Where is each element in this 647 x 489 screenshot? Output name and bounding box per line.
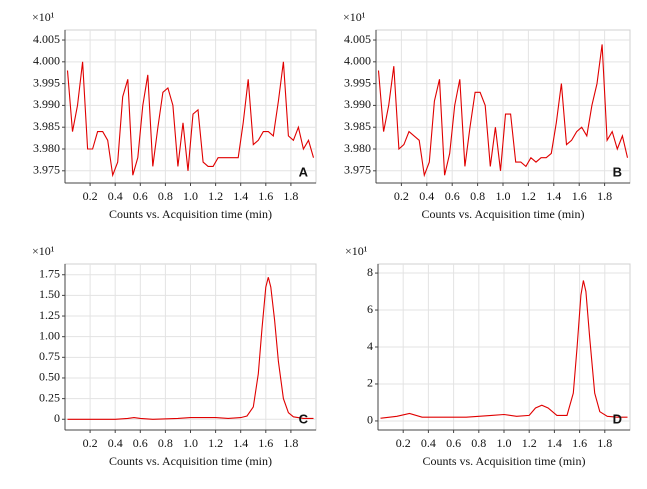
y-tick-label: 0.25 [39, 390, 60, 404]
x-tick-label: 1.8 [283, 189, 298, 203]
x-tick-label: 0.4 [419, 189, 434, 203]
data-line [380, 280, 628, 419]
x-tick-label: 0.2 [83, 436, 98, 450]
x-tick-label: 1.8 [597, 189, 612, 203]
data-line [66, 61, 315, 178]
x-tick-label: 1.2 [208, 189, 223, 203]
x-tick-label: 1.8 [597, 436, 612, 450]
y-tick-label: 4 [367, 339, 373, 353]
x-axis-label: Counts vs. Acquisition time (min) [422, 454, 585, 468]
x-tick-label: 0.2 [83, 189, 98, 203]
x-tick-label: 0.4 [108, 189, 123, 203]
x-tick-label: 1.0 [183, 436, 198, 450]
y-multiplier: ×10¹ [32, 10, 55, 24]
x-tick-label: 0.4 [421, 436, 436, 450]
x-tick-label: 0.8 [471, 436, 486, 450]
y-tick-label: 1.25 [39, 308, 60, 322]
y-tick-label: 1.50 [39, 287, 60, 301]
panel-letter: D [613, 411, 622, 426]
x-tick-label: 0.6 [133, 436, 148, 450]
x-axis-label: Counts vs. Acquisition time (min) [109, 454, 272, 468]
x-tick-label: 0.8 [470, 189, 485, 203]
y-tick-label: 3.985 [344, 119, 371, 133]
data-line [67, 277, 314, 420]
y-multiplier: ×10¹ [343, 10, 366, 24]
x-tick-label: 0.4 [108, 436, 123, 450]
y-multiplier: ×10¹ [32, 244, 55, 258]
y-tick-label: 3.995 [344, 75, 371, 89]
y-tick-label: 2 [367, 376, 373, 390]
x-tick-label: 1.6 [572, 436, 587, 450]
x-tick-label: 0.8 [158, 436, 173, 450]
y-multiplier: ×10¹ [345, 244, 368, 258]
panel-letter: A [299, 164, 309, 179]
x-tick-label: 1.2 [208, 436, 223, 450]
data-line [377, 44, 629, 178]
x-tick-label: 1.4 [547, 436, 562, 450]
x-tick-label: 0.6 [133, 189, 148, 203]
x-axis-label: Counts vs. Acquisition time (min) [109, 207, 272, 221]
y-tick-label: 0 [367, 413, 373, 427]
x-tick-label: 0.6 [445, 189, 460, 203]
y-tick-label: 3.975 [33, 163, 60, 177]
x-tick-label: 1.6 [572, 189, 587, 203]
y-tick-label: 4.000 [344, 54, 371, 68]
y-tick-label: 8 [367, 265, 373, 279]
x-tick-label: 0.2 [394, 189, 409, 203]
y-tick-label: 1.75 [39, 266, 60, 280]
x-axis-label: Counts vs. Acquisition time (min) [421, 207, 584, 221]
x-tick-label: 1.2 [522, 436, 537, 450]
x-tick-label: 1.0 [496, 189, 511, 203]
x-tick-label: 0.8 [158, 189, 173, 203]
x-tick-label: 1.4 [546, 189, 561, 203]
y-tick-label: 3.995 [33, 75, 60, 89]
x-tick-label: 1.6 [258, 436, 273, 450]
y-tick-label: 3.980 [33, 141, 60, 155]
x-tick-label: 1.6 [258, 189, 273, 203]
x-tick-label: 0.2 [396, 436, 411, 450]
y-tick-label: 4.005 [33, 32, 60, 46]
y-tick-label: 6 [367, 302, 373, 316]
x-tick-label: 0.6 [446, 436, 461, 450]
y-tick-label: 3.985 [33, 119, 60, 133]
y-tick-label: 4.005 [344, 32, 371, 46]
x-tick-label: 1.4 [233, 189, 248, 203]
y-tick-label: 0.50 [39, 370, 60, 384]
x-tick-label: 1.2 [521, 189, 536, 203]
panel-letter: B [613, 164, 622, 179]
x-tick-label: 1.4 [233, 436, 248, 450]
y-tick-label: 3.990 [344, 97, 371, 111]
y-tick-label: 3.990 [33, 97, 60, 111]
panel-letter: C [299, 411, 309, 426]
x-tick-label: 1.8 [283, 436, 298, 450]
y-tick-label: 3.975 [344, 163, 371, 177]
y-tick-label: 4.000 [33, 54, 60, 68]
x-tick-label: 1.0 [497, 436, 512, 450]
x-tick-label: 1.0 [183, 189, 198, 203]
y-tick-label: 3.980 [344, 141, 371, 155]
y-tick-label: 0.75 [39, 349, 60, 363]
y-tick-label: 0 [54, 411, 60, 425]
y-tick-label: 1.00 [39, 328, 60, 342]
